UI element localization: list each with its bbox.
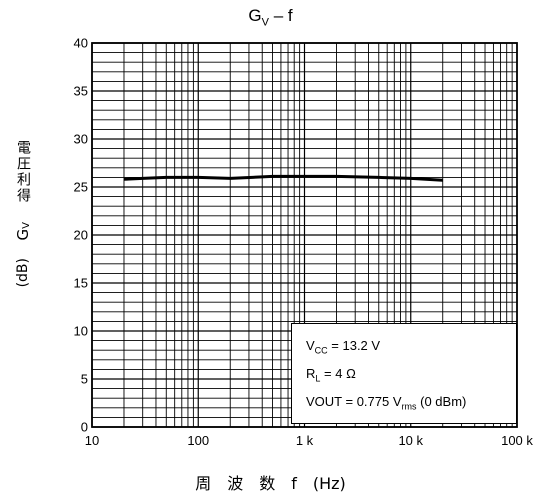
- y-tick-label: 40: [74, 36, 88, 51]
- x-tick-label: 100 k: [501, 433, 533, 448]
- plot-frame: [91, 42, 518, 428]
- y-tick-label: 25: [74, 180, 88, 195]
- chart-title: GV – f: [248, 6, 293, 29]
- x-tick-label: 1 k: [296, 433, 314, 448]
- y-tick-label: 10: [74, 324, 88, 339]
- condition-rl: RL = 4 Ω: [306, 366, 356, 384]
- y-axis-label-jp: 電圧利得: [15, 140, 31, 204]
- conditions-box: VCC = 13.2 V RL = 4 Ω VOUT = 0.775 Vrms …: [291, 323, 517, 424]
- y-tick-label: 35: [74, 84, 88, 99]
- y-tick-label: 15: [74, 276, 88, 291]
- y-axis-label-unit: (dB): [15, 258, 31, 288]
- y-tick-label: 30: [74, 132, 88, 147]
- x-tick-labels: 10 100 1 k 10 k 100 k: [85, 433, 534, 448]
- condition-vout: VOUT = 0.775 Vrms (0 dBm): [306, 394, 467, 412]
- x-axis-label: 周 波 数 f (Hz): [195, 474, 346, 493]
- y-tick-labels: 0 5 10 15 20 25 30 35 40: [74, 36, 88, 435]
- y-tick-label: 0: [81, 420, 88, 435]
- y-axis-label: 電圧利得 GV (dB): [6, 140, 40, 350]
- y-tick-label: 5: [81, 372, 88, 387]
- x-tick-label: 10: [85, 433, 99, 448]
- x-tick-label: 10 k: [398, 433, 423, 448]
- condition-vcc: VCC = 13.2 V: [306, 338, 381, 356]
- series: [123, 174, 443, 182]
- y-tick-label: 20: [74, 228, 88, 243]
- y-axis-label-symbol: GV: [14, 222, 32, 241]
- x-tick-label: 100: [187, 433, 209, 448]
- series-line: [123, 174, 443, 182]
